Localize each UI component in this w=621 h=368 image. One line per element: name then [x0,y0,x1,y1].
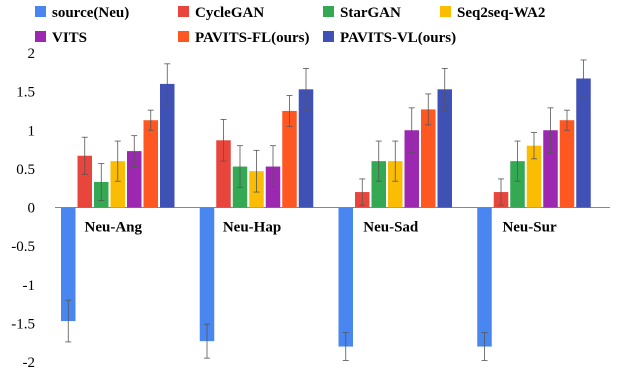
bar-Neu-Ang-1 [77,155,92,208]
bar-Neu-Sad-5 [421,109,436,208]
legend-label-6: PAVITS-VL(ours) [340,30,456,46]
category-labels: Neu-Ang Neu-Hap Neu-Sad Neu-Sur [85,220,557,236]
bar-Neu-Sad-3 [388,161,403,208]
category-label: Neu-Hap [223,220,281,236]
y-tick-label: 2 [28,46,36,62]
legend-swatch-1 [178,6,189,17]
y-tick-label: 0 [28,201,36,217]
bar-Neu-Ang-5 [143,120,158,208]
y-tick-label: 1.5 [16,85,35,101]
legend-label-3: Seq2seq-WA2 [457,5,545,21]
category-label: Neu-Ang [85,220,143,236]
legend-swatch-5 [178,31,189,42]
category-label: Neu-Sad [363,220,419,236]
bar-Neu-Sur-4 [543,130,558,208]
legend-swatch-4 [35,31,46,42]
bar-Neu-Sur-0 [477,207,492,347]
y-tick-label: -2 [23,355,36,368]
bar-Neu-Ang-3 [110,161,125,208]
legend-swatch-0 [35,6,46,17]
bar-Neu-Sur-6 [576,78,591,208]
bar-Neu-Sad-2 [371,161,386,208]
y-tick-label: 0.5 [16,162,35,178]
y-tick-label: 1 [28,123,36,139]
bar-Neu-Hap-0 [199,207,215,342]
bars [61,59,591,361]
y-tick-label: -0.5 [11,239,35,255]
legend-swatch-2 [323,6,334,17]
category-label: Neu-Sur [502,220,557,236]
y-tick-label: -1.5 [11,316,35,332]
bar-Neu-Ang-0 [61,207,76,322]
legend-label-2: StarGAN [340,5,401,21]
legend-label-1: CycleGAN [195,5,264,21]
bar-Neu-Sur-5 [559,120,575,208]
bar-Neu-Hap-6 [298,89,314,208]
y-axis: 2 1.5 1 0.5 0 -0.5 -1 -1.5 -2 [11,46,35,368]
legend: source(Neu) CycleGAN StarGAN Seq2seq-WA2 VIT… [35,5,545,46]
y-tick-label: -1 [23,278,36,294]
bar-Neu-Sur-2 [510,161,525,208]
legend-swatch-6 [323,31,334,42]
legend-label-4: VITS [52,30,87,46]
legend-label-5: PAVITS-FL(ours) [195,30,309,46]
bar-Neu-Hap-1 [216,140,231,208]
bar-Neu-Sad-4 [404,130,419,208]
legend-label-0: source(Neu) [52,5,129,21]
bar-Neu-Sad-0 [338,207,353,347]
bar-Neu-Sur-3 [526,145,542,208]
bar-Neu-Ang-6 [160,83,175,208]
bar-Neu-Sad-6 [437,89,452,208]
bar-Neu-Hap-5 [282,110,297,208]
bar-Neu-Ang-4 [127,151,142,208]
legend-swatch-3 [440,6,451,17]
